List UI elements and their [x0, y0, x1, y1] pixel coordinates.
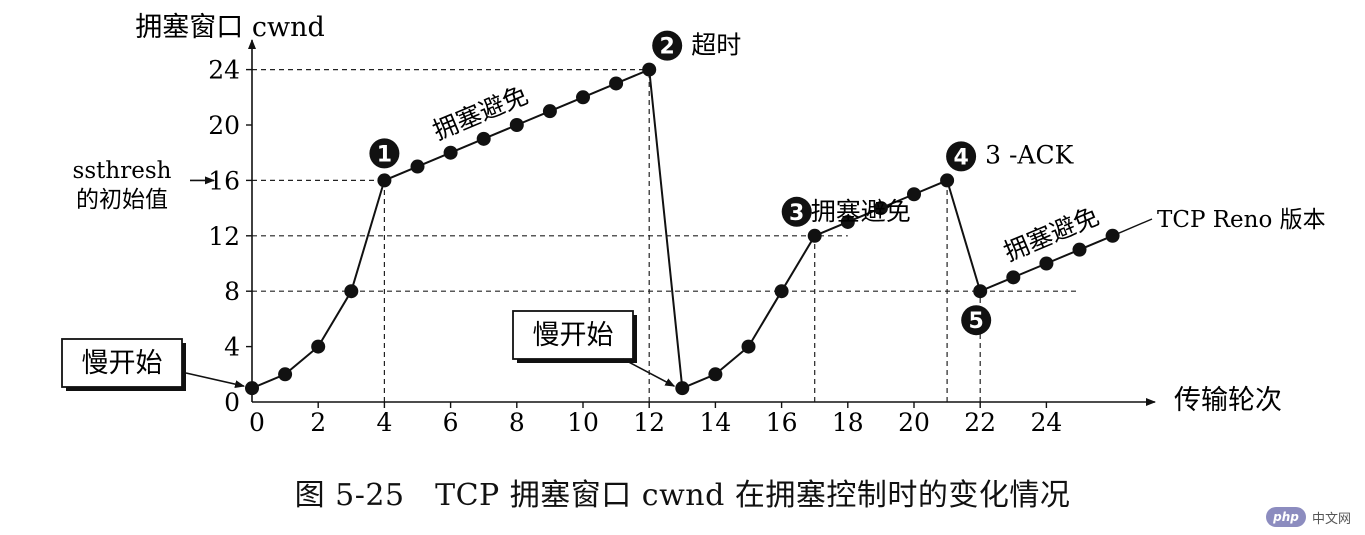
series-label: TCP Reno 版本 [1157, 207, 1326, 233]
data-point [973, 284, 988, 299]
marker-4-number: 4 [953, 145, 968, 170]
php-logo-icon: php [1265, 507, 1306, 527]
data-point [377, 173, 392, 188]
watermark: php 中文网 [1265, 507, 1351, 527]
data-point [807, 228, 822, 243]
reference-lines [252, 68, 1080, 402]
ssthresh-label-line-2: 的初始值 [76, 187, 168, 213]
x-tick-label: 8 [509, 408, 525, 437]
data-point [410, 159, 425, 174]
data-point [774, 284, 789, 299]
x-axis-title: 传输轮次 [1174, 385, 1282, 416]
cwnd-series [245, 62, 1120, 396]
data-point [675, 381, 690, 396]
watermark-text: 中文网 [1311, 511, 1351, 527]
x-tick-label: 24 [1030, 408, 1062, 437]
x-tick-label: 0 [249, 408, 265, 437]
data-point [708, 367, 723, 382]
ssthresh-label-line-1: ssthresh [73, 158, 172, 184]
marker-4-badge [946, 141, 977, 172]
x-tick-label: 12 [633, 408, 665, 437]
x-tick-label: 16 [766, 408, 798, 437]
series-label-pointer [1112, 218, 1153, 237]
marker-2-badge [652, 30, 683, 61]
y-tick-label: 0 [224, 388, 240, 417]
data-point [311, 339, 326, 354]
marker-3-badge [781, 196, 812, 227]
marker-5-badge [961, 305, 992, 336]
data-point [873, 201, 888, 216]
data-point [907, 187, 921, 202]
y-tick-label: 4 [224, 333, 240, 362]
marker-5-number: 5 [969, 309, 984, 334]
figure-caption: 图 5-25 TCP 拥塞窗口 cwnd 在拥塞控制时的变化情况 [294, 478, 1071, 513]
x-tick-label: 2 [310, 408, 326, 437]
data-point [1072, 242, 1087, 257]
slow-start-box [512, 310, 634, 360]
slow-start-box-label: 慢开始 [82, 348, 163, 379]
y-tick-label: 8 [224, 277, 240, 306]
data-point [278, 367, 293, 382]
data-point [443, 145, 458, 160]
marker-4-label: 3 -ACK [985, 140, 1074, 169]
x-tick-label: 18 [832, 408, 864, 437]
y-axis-title: 拥塞窗口 cwnd [135, 12, 325, 43]
marker-3-label: 拥塞避免 [811, 197, 911, 226]
marker-2-number: 2 [660, 35, 675, 60]
data-point [344, 284, 359, 299]
slow-start-arrow [185, 372, 245, 389]
axes: 拥塞窗口 cwnd 传输轮次 [135, 12, 1282, 416]
marker-1-number: 1 [377, 142, 392, 167]
data-point [940, 173, 955, 188]
data-point [542, 104, 557, 119]
data-point [840, 214, 855, 229]
y-tick-label: 20 [208, 111, 240, 140]
x-tick-label: 6 [443, 408, 459, 437]
congestion-avoidance-label: 拥塞避免 [1000, 202, 1103, 267]
cwnd-line [251, 68, 1113, 390]
slow-start-arrow [622, 358, 676, 387]
data-point [476, 131, 491, 146]
data-point [509, 118, 524, 132]
y-tick-label: 24 [208, 56, 240, 85]
marker-1-badge [369, 138, 400, 169]
x-tick-label: 10 [567, 408, 599, 437]
data-point [642, 62, 657, 77]
data-point [576, 90, 590, 105]
data-point [741, 339, 756, 354]
x-tick-label: 4 [376, 408, 392, 437]
slow-start-box-label: 慢开始 [533, 320, 614, 351]
data-point [1006, 270, 1021, 285]
data-point [609, 76, 624, 91]
marker-2-label: 超时 [691, 31, 741, 60]
slow-start-box [61, 338, 183, 388]
x-tick-label: 22 [964, 408, 996, 437]
x-tick-label: 20 [898, 408, 930, 437]
data-point [1039, 256, 1054, 271]
y-tick-label: 12 [208, 222, 240, 251]
marker-3-number: 3 [789, 201, 804, 226]
x-tick-label: 14 [699, 408, 731, 437]
data-point [245, 381, 259, 396]
